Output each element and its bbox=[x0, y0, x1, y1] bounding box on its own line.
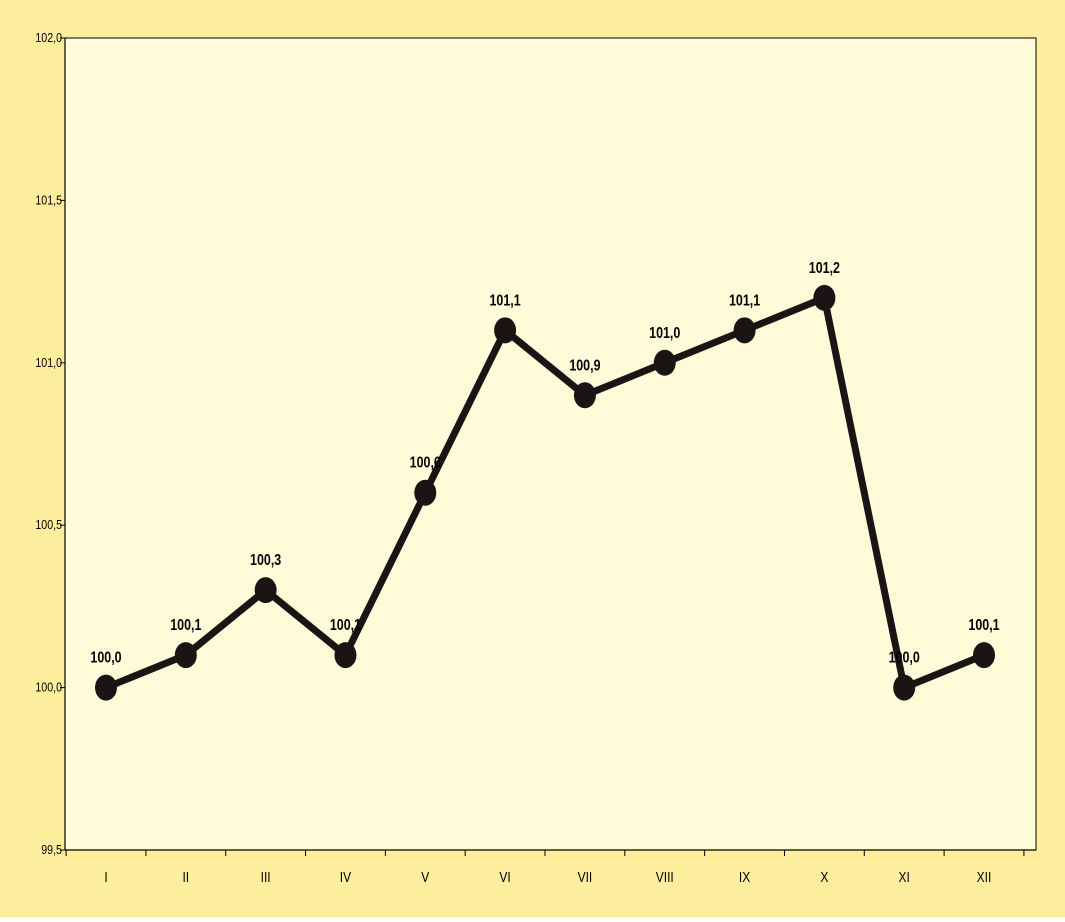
data-label: 100,9 bbox=[569, 357, 600, 375]
x-tick-label: VI bbox=[499, 869, 510, 886]
x-tick-label: IV bbox=[340, 869, 351, 886]
data-point bbox=[973, 642, 996, 669]
series-polyline bbox=[102, 294, 988, 692]
x-tick-label: IX bbox=[739, 869, 750, 886]
y-tick-label: 101,0 bbox=[35, 355, 62, 370]
data-label: 101,1 bbox=[490, 292, 521, 310]
data-label: 101,1 bbox=[729, 292, 760, 310]
data-label: 101,0 bbox=[649, 324, 680, 342]
x-tick-label: II bbox=[182, 869, 189, 886]
y-tick-label: 100,5 bbox=[35, 517, 62, 532]
data-label: 100,1 bbox=[330, 617, 361, 635]
data-point bbox=[174, 642, 197, 669]
data-point bbox=[95, 674, 117, 701]
data-point bbox=[813, 284, 836, 311]
x-tick-label: XI bbox=[899, 869, 910, 886]
data-point bbox=[334, 642, 357, 669]
data-label: 100,1 bbox=[170, 617, 201, 635]
x-tick-label: VIII bbox=[656, 869, 674, 886]
x-tick-label: V bbox=[421, 869, 429, 886]
y-tick-label: 102,0 bbox=[35, 30, 62, 45]
x-tick-label: III bbox=[261, 869, 271, 886]
data-labels: 100,0 100,1 100,3 100,1 100,6 101,1 100,9 101,0… bbox=[90, 259, 999, 667]
data-point bbox=[653, 349, 676, 376]
y-tick-label: 99,5 bbox=[41, 842, 62, 857]
data-label: 100,3 bbox=[250, 552, 281, 570]
x-tick-label: VII bbox=[578, 869, 593, 886]
data-point bbox=[494, 317, 517, 344]
series-line bbox=[102, 294, 988, 692]
data-point bbox=[414, 479, 437, 506]
x-axis-ticks: I II III IV V VI VII VIII IX X XI XII bbox=[65, 850, 1025, 886]
x-tick-label: XII bbox=[977, 869, 992, 886]
x-tick-label: I bbox=[104, 869, 107, 886]
y-axis-ticks: 99,5 100,0 100,5 101,0 101,5 102,0 bbox=[35, 30, 65, 857]
data-label: 100,0 bbox=[889, 649, 920, 667]
data-points bbox=[95, 284, 996, 701]
y-tick-label: 101,5 bbox=[35, 192, 62, 207]
data-label: 100,0 bbox=[90, 649, 121, 667]
x-tick-label: X bbox=[820, 869, 828, 886]
data-label: 100,6 bbox=[410, 454, 441, 472]
data-point bbox=[254, 577, 277, 604]
data-point bbox=[733, 317, 756, 344]
data-label: 101,2 bbox=[809, 259, 840, 277]
plot-area bbox=[64, 37, 1037, 851]
data-point bbox=[893, 674, 916, 701]
axes bbox=[64, 38, 1036, 851]
y-tick-label: 100,0 bbox=[35, 680, 62, 695]
data-label: 100,1 bbox=[968, 617, 999, 635]
data-point bbox=[573, 382, 596, 409]
